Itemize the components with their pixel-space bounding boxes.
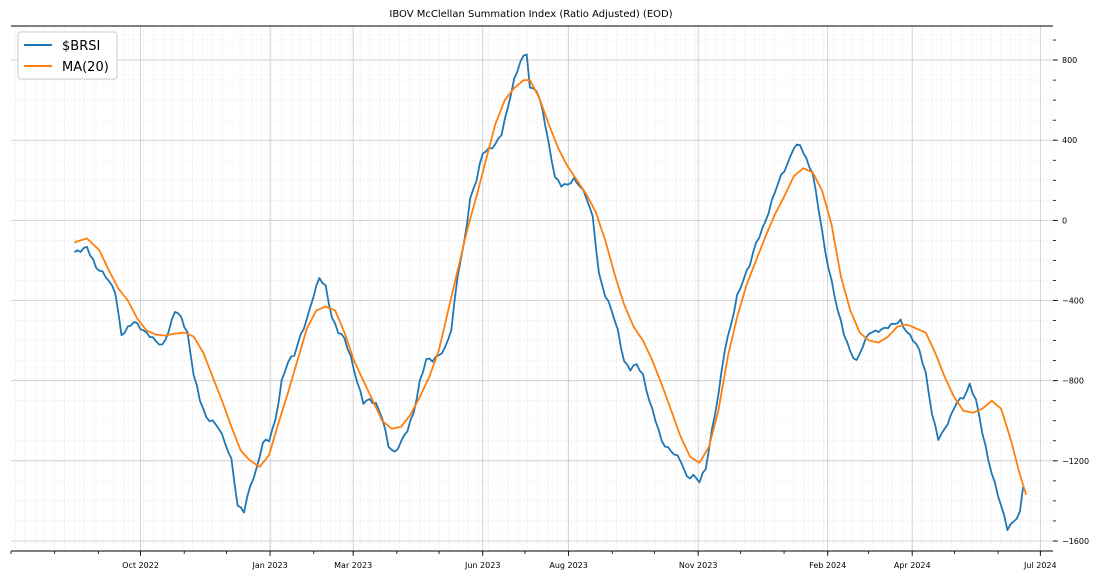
y-tick-label: −800 [1062,377,1084,386]
x-tick-label: Jun 2023 [464,561,500,570]
legend: $BRSI MA(20) [17,31,118,80]
legend-label-brsi: $BRSI [62,39,100,54]
x-tick-label: Aug 2023 [549,561,588,570]
x-tick-label: Nov 2023 [679,561,718,570]
grid [11,26,1053,551]
series-lines [73,53,1028,531]
x-tick-label: Mar 2023 [334,561,372,570]
y-tick-label: −400 [1062,297,1084,306]
legend-label-ma20: MA(20) [62,60,109,75]
series-line-brsi [73,53,1024,531]
axes: Oct 2022 Jan 2023 Mar 2023 Jun 2023 Aug 2023… [10,25,1089,570]
x-tick-label: Feb 2024 [809,561,846,570]
x-tick-label: Jul 2024 [1023,561,1057,570]
y-tick-label: −1600 [1062,537,1089,546]
legend-box [17,31,118,80]
series-line-ma20 [74,79,1028,496]
x-tick-label: Apr 2024 [894,561,931,570]
y-tick-label: 0 [1062,216,1067,225]
x-tick-label: Oct 2022 [122,561,159,570]
y-tick-label: −1200 [1062,457,1089,466]
y-tick-label: 400 [1062,136,1077,145]
chart-title: IBOV McClellan Summation Index (Ratio Ad… [389,9,672,20]
y-tick-label: 800 [1062,56,1077,65]
x-tick-label: Jan 2023 [251,561,287,570]
